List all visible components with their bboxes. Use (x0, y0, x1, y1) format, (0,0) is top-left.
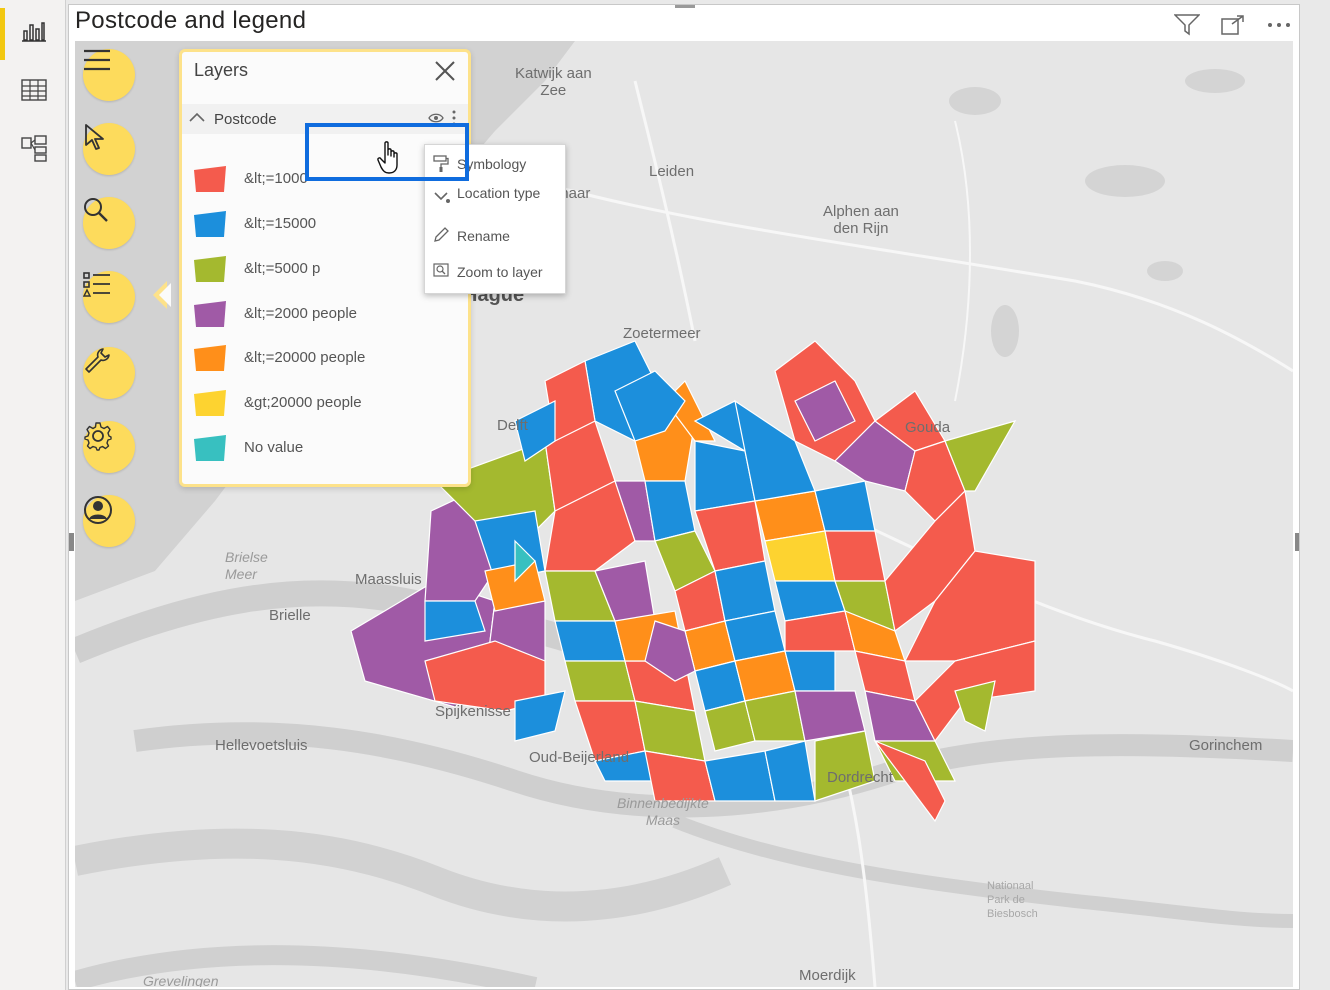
water-brielse-meer-label: Brielse Meer (225, 549, 268, 582)
menu-item-rename[interactable]: Rename (425, 219, 567, 253)
layers-panel: Layers Postcode &lt;=1000 (179, 49, 566, 487)
focus-mode-icon[interactable] (1219, 13, 1247, 37)
place-hellevoetsluis-label: Hellevoetsluis (215, 737, 308, 754)
legend-item: &gt;20000 people (194, 388, 464, 416)
layer-name: Postcode (214, 111, 277, 128)
menu-item-label: Location type (457, 185, 541, 201)
place-oud-beijerland-label: Oud-Beijerland (529, 749, 630, 766)
menu-icon[interactable] (83, 49, 135, 101)
legend-label: &lt;=2000 people (244, 305, 358, 322)
menu-item-label: Rename (457, 228, 510, 244)
water-binnenbedijkte-maas-label: Binnenbedijkte Maas (617, 795, 709, 828)
legend-swatch-icon (194, 166, 226, 192)
search-icon[interactable] (83, 197, 135, 249)
legend-swatch-icon (194, 256, 226, 282)
legend-item: &lt;=15000 (194, 209, 464, 237)
place-katwijk-label: Katwijk aan Zee (515, 65, 592, 99)
layers-list-icon[interactable] (83, 271, 135, 323)
pencil-icon (433, 227, 451, 245)
menu-item-symbology[interactable]: Symbology (425, 147, 567, 181)
water-grevelingen-label: Grevelingen (143, 973, 219, 987)
select-cursor-icon[interactable] (83, 123, 135, 175)
symbology-highlight-box (305, 123, 469, 181)
place-gorinchem-label: Gorinchem (1189, 737, 1263, 754)
legend-swatch-icon (194, 435, 226, 461)
legend-label: &gt;20000 people (244, 394, 362, 411)
layers-panel-title: Layers (194, 60, 249, 80)
paint-roller-icon (433, 155, 451, 173)
settings-gear-icon[interactable] (83, 421, 135, 473)
location-type-icon (433, 191, 451, 209)
legend-label: &lt;=5000 p (244, 260, 321, 277)
visual-resize-handle-left[interactable] (69, 533, 74, 551)
menu-item-label: Zoom to layer (457, 264, 543, 280)
data-view-icon[interactable] (14, 70, 54, 110)
wrench-icon[interactable] (83, 347, 135, 399)
legend-swatch-icon (194, 390, 226, 416)
zoom-layer-icon (433, 263, 451, 281)
map-canvas[interactable]: Katwijk aan Zee Leiden Wassenaar Alphen … (75, 41, 1293, 987)
place-moerdijk-label: Moerdijk (799, 967, 856, 984)
place-leiden-label: Leiden (649, 163, 695, 180)
legend-swatch-icon (194, 345, 226, 371)
legend-item: &lt;=20000 people (194, 343, 464, 371)
place-spijkenisse-label: Spijkenisse (435, 703, 511, 720)
legend-item: &lt;=5000 p (194, 254, 464, 282)
menu-item-label: Symbology (457, 156, 527, 172)
filter-icon[interactable] (1173, 13, 1201, 37)
report-view-icon[interactable] (14, 12, 54, 52)
place-brielle-label: Brielle (269, 607, 311, 624)
legend-label: &lt;=1000 (244, 170, 308, 187)
layer-context-menu: Symbology Location type Rename (424, 144, 566, 294)
park-biesbosch-label: Nationaal Park de Biesbosch (987, 880, 1038, 920)
legend-swatch-icon (194, 301, 226, 327)
place-alphen-label: Alphen aan den Rijn (823, 203, 899, 237)
menu-item-zoom-to-layer[interactable]: Zoom to layer (425, 255, 567, 289)
visual-header-icons (1173, 13, 1293, 37)
place-dordrecht-label: Dordrecht (827, 769, 893, 786)
place-gouda-label: Gouda (905, 419, 951, 436)
legend-item: &lt;=2000 people (194, 299, 464, 327)
legend-item: &lt;=1000 (194, 164, 464, 192)
active-view-indicator (0, 8, 5, 60)
more-options-icon[interactable] (1265, 13, 1293, 37)
legend-swatch-icon (194, 211, 226, 237)
left-navigation (0, 0, 66, 990)
legend-label: &lt;=15000 (244, 215, 317, 232)
place-delft-label: Delft (497, 417, 528, 434)
map-visual[interactable]: Postcode and legend (68, 4, 1300, 990)
legend-label: &lt;=20000 people (244, 349, 366, 366)
visual-title: Postcode and legend (75, 7, 307, 34)
legend-label: No value (244, 439, 304, 456)
legend-item: No value (194, 433, 464, 461)
place-maassluis-label: Maassluis (355, 571, 422, 588)
user-profile-icon[interactable] (83, 495, 135, 547)
layers-panel-pointer-inner (159, 283, 171, 307)
place-zoetermeer-label: Zoetermeer (623, 325, 701, 342)
layer-row-postcode[interactable]: Postcode (182, 104, 468, 134)
visual-resize-handle-right[interactable] (1295, 533, 1299, 551)
model-view-icon[interactable] (14, 128, 54, 168)
visual-drag-handle[interactable] (675, 5, 695, 8)
menu-item-location-type[interactable]: Location type (425, 183, 567, 217)
close-icon[interactable] (432, 58, 458, 84)
